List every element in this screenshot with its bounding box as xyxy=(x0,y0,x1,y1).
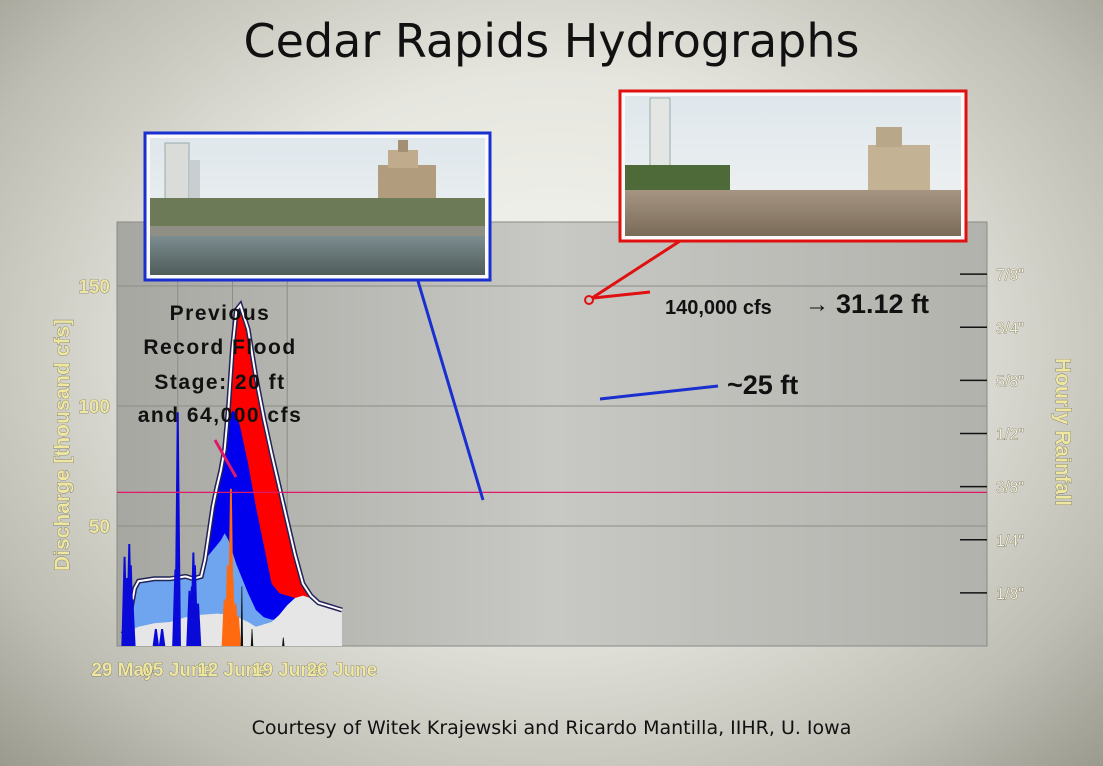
y2-tick-label: 3/8" xyxy=(996,480,1024,497)
rain-bar-orange xyxy=(234,616,241,646)
rain-bar-black xyxy=(250,629,254,646)
credit-line: Courtesy of Witek Krajewski and Ricardo … xyxy=(251,717,852,739)
y2-tick-label: 5/8" xyxy=(996,373,1024,390)
rain-bar-blue xyxy=(152,629,160,646)
y2-tick-label: 1/8" xyxy=(996,586,1024,603)
y-tick-label: 100 xyxy=(78,397,110,418)
rain-bar-black xyxy=(282,637,285,646)
photo-flood-peak xyxy=(618,89,968,243)
previous-record-line-2: Record Flood xyxy=(143,336,296,359)
y2-tick-label: 1/4" xyxy=(996,533,1024,550)
previous-record-line-1: Previous xyxy=(170,302,271,325)
y-axis-label: Discharge [thousand cfs] xyxy=(51,319,74,571)
y-axis-ticks: 50 100 150 xyxy=(78,277,110,539)
page-title: Cedar Rapids Hydrographs xyxy=(243,14,860,68)
rainfall-bars xyxy=(121,412,285,646)
rain-bar-blue xyxy=(129,599,136,646)
previous-record-line-4: and 64,000 cfs xyxy=(138,404,303,427)
rain-bar-blue xyxy=(158,629,166,646)
red-photo-pointer xyxy=(591,239,681,300)
previous-record-pointer xyxy=(213,439,238,478)
y2-axis-label: Hourly Rainfall xyxy=(1051,358,1074,506)
x-tick-label: 26 June xyxy=(307,660,378,681)
blue-photo-pointer xyxy=(416,280,485,501)
y2-tick-label: 1/2" xyxy=(996,427,1024,444)
peak-pointer xyxy=(592,290,651,300)
y2-axis-ticks: 1/8" 1/4" 3/8" 1/2" 5/8" 3/4" 7/8" xyxy=(960,267,1024,603)
peak-marker xyxy=(584,295,594,305)
previous-record-note: Previous Record Flood Stage: 20 ft and 6… xyxy=(138,302,303,478)
rain-bar-blue xyxy=(174,412,181,646)
y2-tick-label: 3/4" xyxy=(996,320,1024,337)
y2-tick-label: 7/8" xyxy=(996,267,1024,284)
hydrograph-outline xyxy=(122,303,343,635)
peak-value: 140,000 cfs xyxy=(665,297,772,319)
peak-stage: 31.12 ft xyxy=(836,289,929,319)
x-tick-label: 19 June xyxy=(252,660,323,681)
rain-bar-blue xyxy=(194,603,202,646)
photo-before-flood xyxy=(143,131,492,282)
mid-stage-pointer xyxy=(599,384,719,401)
x-tick-label: 05 June xyxy=(142,660,213,681)
y-tick-label: 150 xyxy=(78,277,110,298)
mid-stage: ~25 ft xyxy=(727,370,798,400)
peak-arrow: → xyxy=(805,291,829,318)
x-tick-label: 12 June xyxy=(197,660,268,681)
previous-record-line-3: Stage: 20 ft xyxy=(154,371,285,394)
x-tick-label: 29 May xyxy=(91,660,155,681)
y-tick-label: 50 xyxy=(89,517,110,538)
rain-bar-black xyxy=(240,586,244,646)
